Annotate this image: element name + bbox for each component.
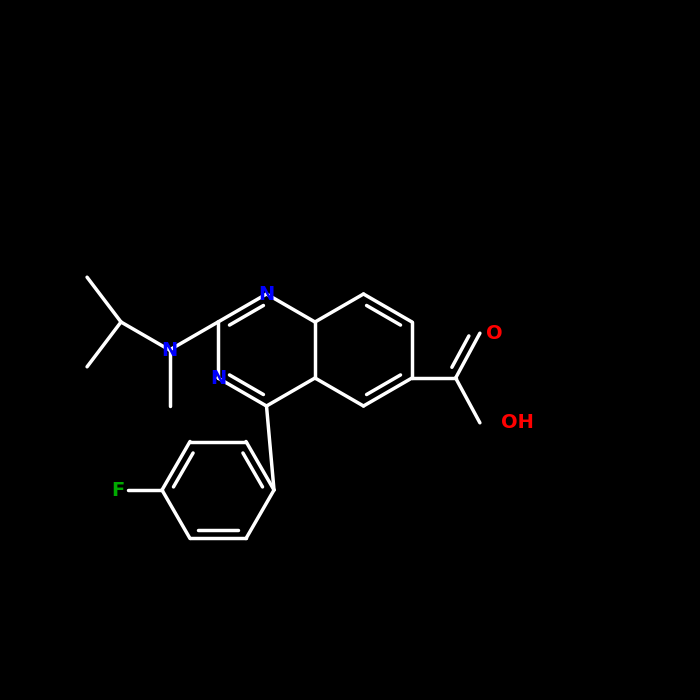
Text: N: N <box>162 340 178 360</box>
Text: N: N <box>210 368 226 388</box>
Text: OH: OH <box>501 413 534 433</box>
Text: F: F <box>111 480 125 500</box>
Text: N: N <box>258 284 274 304</box>
Text: O: O <box>486 323 502 343</box>
